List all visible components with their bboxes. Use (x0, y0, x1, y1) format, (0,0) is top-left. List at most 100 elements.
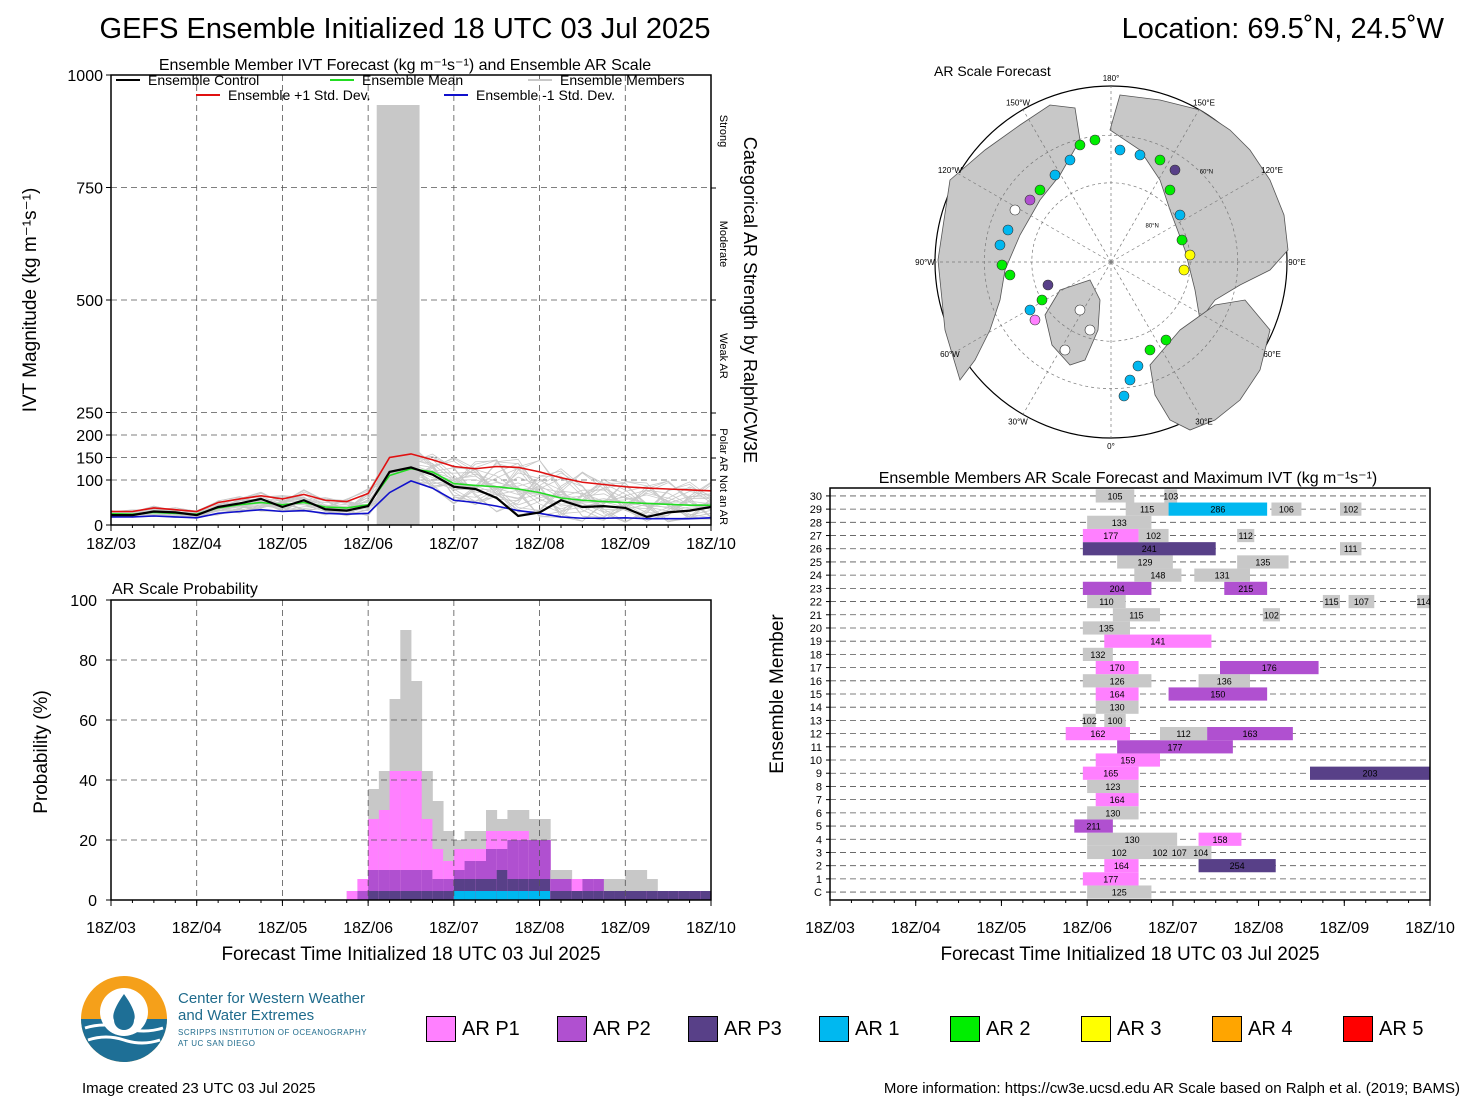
map-ar-dot (1002, 224, 1014, 236)
map-ar-dot (994, 239, 1006, 251)
map-ar-dot (1074, 139, 1086, 151)
member-event-label: 114 (1416, 597, 1430, 607)
member-x-axis-label: Forecast Time Initialized 18 UTC 03 Jul … (940, 944, 1319, 965)
member-chart: Ensemble Members AR Scale Forecast and M… (767, 470, 1455, 965)
member-event-label: 135 (1099, 623, 1114, 633)
member-event-bar (1082, 647, 1113, 661)
prob-bar-p1 (432, 849, 444, 900)
prob-bar-p1 (346, 891, 358, 900)
member-event-bar (1095, 660, 1139, 675)
ivt-highlight-band (376, 105, 420, 525)
member-event-label: 115 (1140, 505, 1154, 515)
member-event-label: 211 (1086, 822, 1100, 832)
member-event-label: 111 (1344, 544, 1358, 554)
member-event-label: 102 (1343, 505, 1358, 515)
member-x-tick-label: 18Z/06 (1062, 920, 1112, 937)
prob-y-tick-label: 40 (79, 773, 97, 790)
member-y-axis-label: Ensemble Member (767, 614, 788, 774)
map-ar-dot (1164, 184, 1176, 196)
prob-bar-p3 (421, 891, 433, 900)
prob-bar-ar1 (518, 891, 530, 900)
prob-bar-p3 (496, 870, 508, 900)
member-event-label: 102 (1152, 848, 1167, 858)
map-ar-dot (1118, 390, 1130, 402)
prob-y-tick-label: 100 (70, 593, 97, 610)
member-x-tick-label: 18Z/03 (805, 920, 855, 937)
member-event-label: 177 (1103, 531, 1118, 541)
prob-x-tick-label: 18Z/03 (86, 920, 136, 937)
prob-x-tick-label: 18Z/06 (343, 920, 393, 937)
prob-bar-p3 (475, 879, 487, 900)
map-ar-dot (1042, 279, 1054, 291)
ivt-legend-label: Ensemble +1 Std. Dev. (228, 87, 371, 103)
map-meridian (958, 261, 1112, 351)
member-event-label: 130 (1125, 835, 1140, 845)
ivt-x-tick-label: 18Z/06 (343, 536, 393, 553)
logo-line4: AT UC SAN DIEGO (178, 1039, 256, 1048)
prob-bar-p1 (400, 771, 412, 900)
ivt-band-rect (376, 105, 420, 525)
ivt-category-label: Moderate (717, 221, 729, 267)
prob-bar-p3 (411, 891, 423, 900)
member-event-bar (1168, 502, 1268, 516)
prob-bar-p3 (464, 879, 476, 900)
prob-bar-ar1 (486, 891, 498, 900)
map-ar-dot (1174, 209, 1186, 221)
prob-bar-p1 (368, 819, 380, 900)
prob-bar-p2 (528, 840, 540, 900)
ivt-axes: 0 100 150 200 250 500 750 1000 18Z/03 18Z/04 18Z/0… (67, 68, 736, 553)
member-event-label: 163 (1242, 729, 1257, 739)
ivt-category-label: Strong (717, 115, 729, 147)
map-ar-dot (1036, 294, 1048, 306)
prob-bar-p3 (571, 891, 583, 900)
prob-bar-p3 (453, 879, 465, 900)
member-row-label: 3 (816, 847, 822, 859)
member-event-label: 107 (1172, 848, 1187, 858)
map-ar-dot (1004, 269, 1016, 281)
map-lon-label: 180° (1103, 74, 1120, 83)
member-row-label: 17 (810, 663, 822, 675)
prob-x-tick-label: 18Z/04 (172, 920, 222, 937)
prob-bar-ar1 (528, 891, 540, 900)
prob-bar-ar1 (475, 891, 487, 900)
member-event-bar (1082, 581, 1152, 595)
map-lon-label: 120°W (938, 166, 963, 175)
member-event-bar (1262, 608, 1280, 622)
legend-swatch (1212, 1016, 1242, 1042)
map-ar-dot (1184, 249, 1196, 261)
member-event-bar (1168, 845, 1190, 860)
member-event-bar (1190, 845, 1212, 860)
member-event-bar (1087, 594, 1126, 609)
member-x-tick-label: 18Z/08 (1234, 920, 1284, 937)
member-event-bar (1220, 660, 1319, 675)
member-event-bar (1417, 594, 1430, 609)
member-event-bar (1104, 634, 1212, 648)
legend-item-ar_p1: AR P1 (426, 1016, 520, 1042)
prob-bar-p2 (432, 879, 444, 900)
member-row-label: 18 (810, 649, 822, 661)
member-event-label: 130 (1105, 808, 1120, 818)
legend-label: AR 5 (1379, 1017, 1424, 1040)
prob-bar-gray (603, 879, 615, 900)
member-row-label: 11 (811, 742, 822, 754)
member-event-label: 177 (1103, 874, 1118, 884)
member-event-bar (1117, 555, 1173, 569)
map-lon-label: 90°E (1288, 258, 1305, 267)
member-event-label: 130 (1110, 703, 1125, 713)
ivt-y-tick-label: 100 (76, 473, 103, 490)
ivt-category-label: Polar AR (717, 428, 729, 471)
member-event-label: 158 (1212, 835, 1227, 845)
member-event-label: 203 (1362, 769, 1377, 779)
prob-bar-p1 (421, 819, 433, 900)
map-lon-label: 150°E (1193, 99, 1215, 108)
member-event-bar (1065, 727, 1130, 741)
map-ar-dot (996, 259, 1008, 271)
member-event-bar (1104, 859, 1139, 873)
member-event-bar (1125, 502, 1169, 516)
member-event-label: 123 (1105, 782, 1120, 792)
prob-bar-p3 (507, 879, 519, 900)
prob-bar-p3 (368, 891, 380, 900)
ivt-category-label: Weak AR (717, 333, 729, 379)
map-title: AR Scale Forecast (934, 63, 1051, 79)
